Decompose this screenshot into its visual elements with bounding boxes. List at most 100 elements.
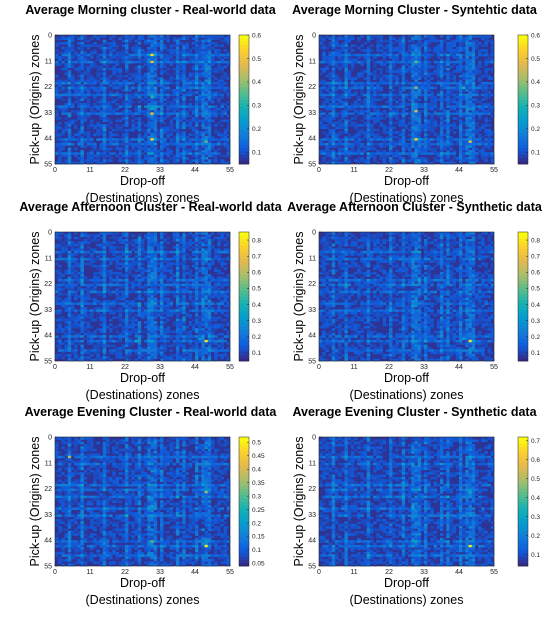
- heatmap-cell: [83, 44, 88, 48]
- heatmap-cell: [90, 154, 94, 158]
- heatmap-cell: [163, 117, 167, 120]
- heatmap-cell: [58, 243, 62, 247]
- heatmap-cell: [404, 159, 409, 162]
- heatmap-cell: [109, 49, 113, 52]
- heatmap-cell: [223, 110, 228, 113]
- heatmap-cell: [471, 51, 476, 55]
- heatmap-cell: [433, 110, 438, 113]
- heatmap-cell: [322, 103, 326, 106]
- heatmap-cell: [105, 142, 110, 146]
- heatmap-cell: [204, 269, 209, 273]
- heatmap-cell: [217, 67, 221, 71]
- heatmap-cell: [153, 250, 158, 254]
- heatmap-cell: [376, 119, 380, 123]
- heatmap-cell: [471, 142, 476, 146]
- heatmap-cell: [366, 63, 371, 66]
- heatmap-cell: [182, 246, 186, 249]
- heatmap-cell: [102, 105, 107, 109]
- heatmap-cell: [137, 46, 142, 50]
- heatmap-cell: [147, 117, 151, 120]
- heatmap-cell: [77, 117, 81, 120]
- heatmap-cell: [459, 56, 463, 59]
- heatmap-cell: [223, 232, 228, 235]
- heatmap-cell: [80, 145, 84, 148]
- y-tick-label: 0: [312, 33, 316, 40]
- heatmap-cell: [201, 156, 205, 160]
- heatmap-cell: [490, 49, 495, 52]
- heatmap-cell: [99, 257, 104, 261]
- heatmap-cell: [80, 255, 84, 259]
- heatmap-cell: [179, 53, 183, 57]
- heatmap-cell: [446, 119, 450, 123]
- heatmap-cell: [163, 152, 167, 155]
- heatmap-cell: [172, 142, 177, 146]
- heatmap-cell: [201, 271, 205, 275]
- heatmap-cell: [131, 161, 135, 165]
- heatmap-cell: [392, 142, 396, 146]
- heatmap-cell: [328, 114, 333, 118]
- heatmap-cell: [334, 152, 339, 155]
- heatmap-cell: [185, 93, 189, 97]
- heatmap-cell: [226, 149, 231, 153]
- heatmap-cell: [131, 53, 135, 57]
- heatmap-cell: [420, 84, 425, 87]
- heatmap-cell: [392, 105, 396, 109]
- heatmap-cell: [191, 84, 196, 87]
- heatmap-cell: [80, 126, 84, 130]
- heatmap-cell: [347, 51, 352, 55]
- heatmap-cell: [147, 278, 151, 282]
- heatmap-cell: [150, 72, 154, 76]
- heatmap-cell: [191, 145, 196, 148]
- heatmap-cell: [487, 103, 492, 106]
- heatmap-cell: [417, 81, 422, 85]
- heatmap-cell: [160, 147, 164, 151]
- heatmap-cell: [93, 51, 97, 55]
- heatmap-cell: [465, 51, 469, 55]
- heatmap-cell: [188, 243, 193, 247]
- heatmap-cell: [331, 51, 336, 55]
- heatmap-cell: [150, 278, 154, 282]
- heatmap-cell: [408, 145, 412, 148]
- heatmap-cell: [185, 114, 189, 118]
- heatmap-cell: [446, 131, 450, 134]
- heatmap-cell: [175, 156, 180, 160]
- heatmap-cell: [207, 234, 212, 237]
- heatmap-cell: [86, 126, 91, 130]
- heatmap-cell: [80, 260, 84, 263]
- heatmap-cell: [175, 126, 180, 130]
- heatmap-cell: [99, 84, 104, 87]
- heatmap-cell: [188, 74, 193, 78]
- heatmap-cell: [80, 98, 84, 101]
- heatmap-cell: [411, 105, 415, 109]
- heatmap-cell: [411, 65, 415, 69]
- heatmap-cell: [373, 100, 377, 104]
- heatmap-cell: [195, 110, 199, 113]
- heatmap-cell: [80, 74, 84, 78]
- heatmap-cell: [411, 119, 415, 123]
- heatmap-cell: [153, 156, 158, 160]
- heatmap-cell: [360, 142, 364, 146]
- heatmap-cell: [223, 81, 228, 85]
- heatmap-cell: [462, 98, 466, 101]
- heatmap-cell: [376, 86, 380, 90]
- heatmap-cell: [490, 81, 495, 85]
- heatmap-cell: [341, 53, 345, 57]
- heatmap-cell: [484, 86, 488, 90]
- heatmap-cell: [96, 278, 100, 282]
- heatmap-cell: [156, 161, 161, 165]
- heatmap-cell: [347, 145, 352, 148]
- heatmap-cell: [112, 42, 116, 45]
- heatmap-cell: [131, 138, 135, 141]
- heatmap-cell: [341, 131, 345, 134]
- heatmap-cell: [115, 276, 119, 280]
- heatmap-cell: [484, 81, 488, 85]
- heatmap-cell: [121, 140, 126, 144]
- heatmap-cell: [344, 84, 348, 87]
- heatmap-cell: [112, 110, 116, 113]
- heatmap-cell: [147, 86, 151, 90]
- heatmap-cell: [439, 121, 444, 125]
- heatmap-cell: [408, 142, 412, 146]
- heatmap-cell: [331, 112, 336, 116]
- heatmap-cell: [468, 121, 473, 125]
- heatmap-cell: [156, 138, 161, 141]
